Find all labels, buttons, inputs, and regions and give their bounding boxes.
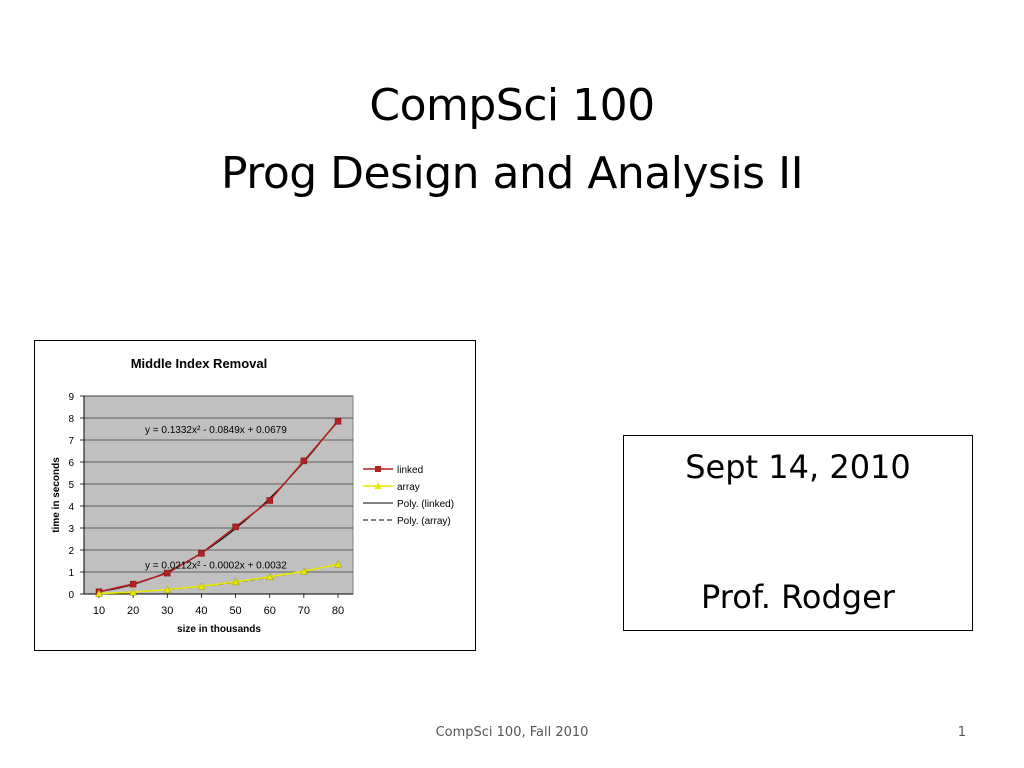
data-point-linked (334, 418, 342, 425)
lecture-date: Sept 14, 2010 (685, 448, 911, 486)
data-point-array (265, 572, 274, 581)
plot-area (83, 395, 354, 595)
y-tick-label: 2 (68, 546, 74, 557)
legend-linked-label: linked (397, 465, 423, 476)
x-tick-label: 10 (93, 605, 105, 617)
x-tick-label: 80 (332, 605, 344, 617)
slide-title-line2: Prog Design and Analysis II (220, 148, 804, 199)
y-tick-label: 9 (68, 392, 74, 403)
data-point-array (334, 560, 342, 568)
data-point-array (95, 589, 103, 597)
y-tick-label: 4 (68, 502, 74, 513)
legend-array-label: array (397, 482, 420, 493)
chart-title: Middle Index Removal (131, 356, 268, 371)
x-tick-label: 60 (264, 605, 276, 617)
x-tick-label: 70 (298, 605, 310, 617)
data-point-linked (232, 523, 239, 531)
x-tick-label: 20 (127, 605, 139, 617)
data-point-array (197, 582, 206, 590)
legend-linked-marker (375, 466, 381, 472)
legend-poly-array-label: Poly. (array) (397, 516, 451, 527)
y-tick-label: 8 (68, 414, 74, 425)
x-tick-label: 30 (161, 605, 173, 617)
y-tick-label: 5 (68, 480, 74, 491)
data-point-linked (198, 550, 205, 557)
series-line-linked (98, 420, 339, 593)
trendline-equation-linked: y = 0.1332x² - 0.0849x + 0.0679 (145, 425, 287, 436)
legend-poly-linked-label: Poly. (linked) (397, 499, 454, 510)
y-tick-label: 6 (68, 458, 74, 469)
y-tick-label: 3 (68, 524, 74, 535)
trendline-equation-array: y = 0.0212x² - 0.0002x + 0.0032 (145, 560, 287, 571)
middle-index-removal-chart: Middle Index Removal 0 1 2 3 4 5 6 7 8 9 10 20 30 40 50… (51, 356, 454, 635)
series-line-array (98, 563, 339, 595)
y-tick-label: 7 (68, 436, 74, 447)
y-tick-label: 0 (68, 590, 74, 601)
x-tick-label: 50 (229, 605, 241, 617)
data-point-linked (129, 580, 137, 588)
x-tick-label: 40 (195, 605, 207, 617)
slide-title: CompSci 100 Prog Design and Analysis II (0, 72, 1024, 208)
data-point-array (163, 585, 172, 593)
data-point-array (299, 567, 308, 575)
data-point-array (129, 588, 138, 596)
data-point-linked (300, 457, 308, 465)
y-axis-label: time in seconds (51, 457, 62, 533)
legend-array-marker (374, 482, 382, 489)
page-number: 1 (957, 725, 966, 740)
slide-title-line1: CompSci 100 (369, 80, 655, 131)
data-point-linked (266, 497, 273, 504)
chart-image: Middle Index Removal 0 1 2 3 4 5 6 7 8 9 10 20 30 40 50… (34, 340, 476, 651)
x-axis-label: size in thousands (177, 624, 261, 635)
instructor-name: Prof. Rodger (701, 578, 895, 616)
data-point-array (231, 577, 240, 586)
footer-text: CompSci 100, Fall 2010 (435, 725, 589, 740)
data-point-linked (164, 569, 171, 577)
info-box: Sept 14, 2010 Prof. Rodger (623, 435, 973, 631)
y-tick-label: 1 (68, 568, 74, 579)
